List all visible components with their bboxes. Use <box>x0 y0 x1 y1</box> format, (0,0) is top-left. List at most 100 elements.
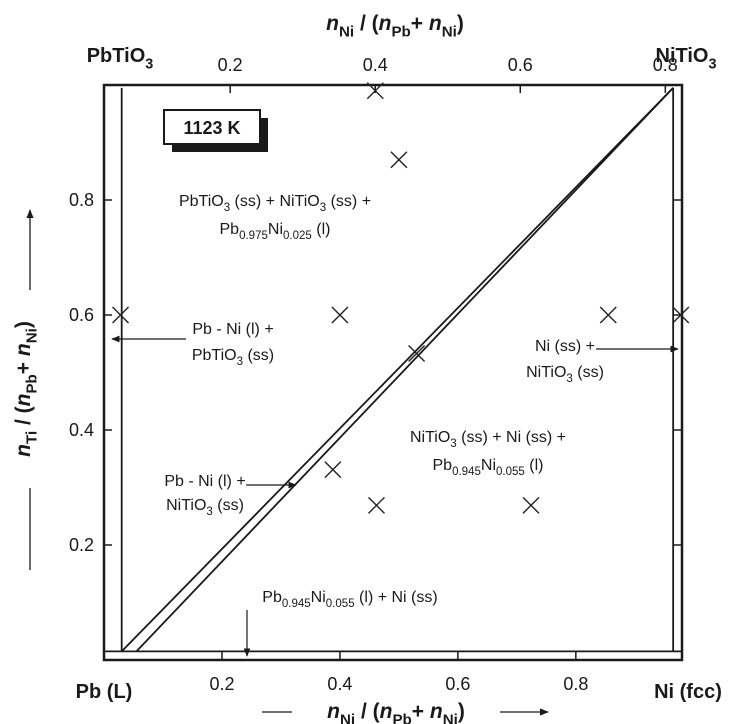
text-part: Ni <box>268 221 283 238</box>
x2-tick-label: 0.4 <box>363 55 388 75</box>
text-part: n <box>12 343 35 356</box>
text-part: Ni <box>442 24 457 41</box>
text-part: 1123 K <box>183 118 240 138</box>
text-part: Pb - Ni (l) + <box>192 321 273 338</box>
text-part: (ss) + Ni (ss) + <box>457 429 566 446</box>
text-part: (ss) <box>213 497 244 514</box>
text-part: 3 <box>566 373 572 385</box>
text-part: 0.945 <box>452 466 481 478</box>
text-part: NiTiO <box>656 45 709 67</box>
text-part: Ni <box>311 589 326 606</box>
text-part: (ss) + NiTiO <box>230 193 320 210</box>
text-part: n <box>12 394 35 407</box>
text-part: 0.055 <box>496 466 525 478</box>
corner-label: Pb (L) <box>76 681 133 703</box>
text-part: n <box>327 700 340 723</box>
annotation: PbTiO3 (ss) <box>192 347 274 368</box>
corner-label: NiTiO3 <box>656 45 717 72</box>
point-marker <box>112 306 130 324</box>
text-part: Ni <box>24 328 41 343</box>
text-part: 3 <box>450 438 456 450</box>
text-part: PbTiO <box>179 193 224 210</box>
text-part: (l) <box>525 457 544 474</box>
phase-boundary <box>135 87 674 652</box>
text-part: 3 <box>320 202 326 214</box>
text-part: Ni <box>443 712 458 724</box>
x2-tick-label: 0.6 <box>508 55 533 75</box>
text-part: 0.945 <box>282 598 311 610</box>
annotation: PbTiO3 (ss) + NiTiO3 (ss) + <box>179 193 371 214</box>
text-part: Pb - Ni (l) + <box>164 473 245 490</box>
x2-tick-label: 0.2 <box>218 55 243 75</box>
text-part: Pb <box>391 24 410 41</box>
text-part: 3 <box>237 356 243 368</box>
point-marker <box>408 345 426 363</box>
text-part: 0.055 <box>326 598 355 610</box>
annotation: Pb0.975Ni0.025 (l) <box>220 221 331 242</box>
text-part: Pb <box>262 589 282 606</box>
text-part: n <box>379 12 392 35</box>
text-part: PbTiO <box>87 45 146 67</box>
text-part: / ( <box>354 12 379 35</box>
text-part: Pb <box>392 712 411 724</box>
text-part: ) <box>458 700 465 723</box>
text-part: / ( <box>12 406 35 431</box>
text-part: NiTiO <box>166 497 206 514</box>
annotation: NiTiO3 (ss) + Ni (ss) + <box>410 429 566 450</box>
corner-label: Ni (fcc) <box>654 681 722 703</box>
text-part: / ( <box>355 700 380 723</box>
annotation: NiTiO3 (ss) <box>166 497 244 518</box>
text-part: + <box>12 356 35 374</box>
point-marker <box>522 496 540 514</box>
text-part: 3 <box>145 56 153 72</box>
text-part: PbTiO <box>192 347 237 364</box>
text-part: Ni (ss) + <box>535 338 595 355</box>
text-part: n <box>430 700 443 723</box>
point-marker <box>672 306 690 324</box>
point-marker <box>367 496 385 514</box>
text-part: 0.975 <box>239 230 268 242</box>
text-part: Ni <box>339 24 354 41</box>
x-axis-title: nNi / (nPb+ nNi) <box>327 700 465 724</box>
point-marker <box>324 461 342 479</box>
x-tick-label: 0.6 <box>445 674 470 694</box>
x2-axis-title: nNi / (nPb+ nNi) <box>326 12 464 41</box>
y-tick-label: 0.2 <box>69 535 94 555</box>
text-part: Pb (L) <box>76 681 133 703</box>
annotation: 1123 K <box>183 118 240 138</box>
point-marker <box>390 151 408 169</box>
x-tick-label: 0.8 <box>563 674 588 694</box>
annotation: Pb0.945Ni0.055 (l) <box>433 457 544 478</box>
point-marker <box>599 306 617 324</box>
text-part: 3 <box>224 202 230 214</box>
annotation: NiTiO3 (ss) <box>526 364 604 385</box>
text-part: NiTiO <box>526 364 566 381</box>
text-part: n <box>380 700 393 723</box>
point-marker <box>331 306 349 324</box>
text-part: Ti <box>24 431 41 444</box>
text-part: ) <box>457 12 464 35</box>
text-part: 0.025 <box>283 230 312 242</box>
y-tick-label: 0.4 <box>69 420 94 440</box>
x-tick-label: 0.4 <box>327 674 352 694</box>
annotation: Pb - Ni (l) + <box>164 473 245 490</box>
text-part: (ss) + <box>326 193 371 210</box>
text-part: Pb <box>433 457 453 474</box>
text-part: 3 <box>708 56 716 72</box>
phase-boundary <box>121 87 674 653</box>
annotation: Pb - Ni (l) + <box>192 321 273 338</box>
text-part: Ni <box>481 457 496 474</box>
text-part: (ss) <box>573 364 604 381</box>
text-part: 3 <box>206 506 212 518</box>
annotation: Pb0.945Ni0.055 (l) + Ni (ss) <box>262 589 437 610</box>
y-tick-label: 0.6 <box>69 305 94 325</box>
text-part: (ss) <box>243 347 274 364</box>
text-part: ) <box>12 321 35 328</box>
point-marker <box>366 82 384 100</box>
text-part: (l) <box>312 221 331 238</box>
text-part: NiTiO <box>410 429 450 446</box>
text-part: Pb <box>220 221 240 238</box>
text-part: (l) + Ni (ss) <box>355 589 438 606</box>
annotation: Ni (ss) + <box>535 338 595 355</box>
